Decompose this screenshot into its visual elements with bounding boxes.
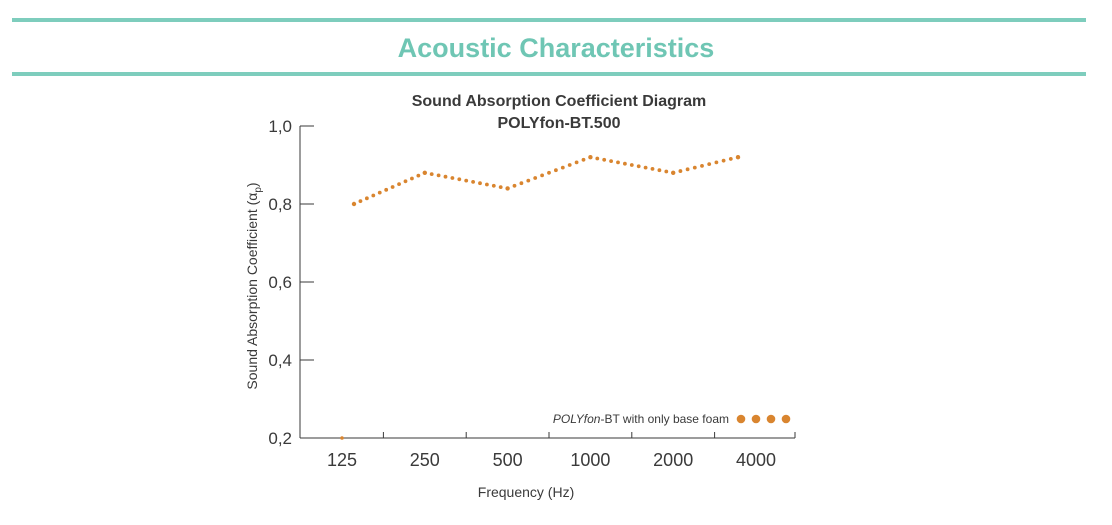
series-dot: [602, 157, 607, 162]
series-dot: [457, 177, 462, 182]
y-axis-label-close: ): [244, 182, 260, 187]
series-dot: [581, 157, 586, 162]
series-dot: [657, 168, 662, 173]
series-dot: [397, 182, 401, 187]
data-point: [588, 155, 593, 160]
series-dot: [643, 165, 648, 170]
legend-dot: [751, 414, 761, 424]
section-title: Acoustic Characteristics: [397, 33, 715, 63]
series-dot: [567, 163, 572, 167]
x-tick-label: 125: [327, 450, 357, 470]
series-dots: [351, 155, 741, 207]
series-dot: [574, 160, 579, 165]
legend-dot: [736, 414, 746, 424]
series-dot: [364, 196, 369, 201]
series-dot: [436, 173, 441, 178]
series-dot: [664, 169, 669, 174]
x-axis-label: Frequency (Hz): [478, 484, 574, 500]
header-rule-top: [12, 18, 1086, 22]
series-dot: [410, 176, 414, 181]
legend: POLYfon-BT with only base foam: [553, 412, 791, 426]
legend-label-italic: POLYfon: [553, 412, 601, 426]
x-tick-label: 500: [493, 450, 523, 470]
y-tick-label: 0,8: [268, 195, 292, 214]
series-dot: [526, 178, 531, 183]
series-dot: [416, 173, 421, 178]
series-dot: [714, 160, 719, 165]
series-dot: [629, 163, 634, 167]
legend-label-rest: -BT with only base foam: [600, 412, 729, 426]
series-dot: [547, 170, 551, 175]
series-dot: [519, 181, 524, 186]
x-tick-label: 2000: [653, 450, 693, 470]
data-point: [505, 186, 510, 191]
series-dot: [636, 164, 641, 169]
y-tick-label: 1,0: [268, 117, 292, 136]
chart-title: Sound Absorption Coefficient Diagram: [412, 93, 707, 110]
data-point: [671, 170, 676, 175]
series-dot: [429, 172, 434, 177]
y-tick-label: 0,6: [268, 273, 292, 292]
series-dot: [623, 161, 627, 166]
x-axis-ticks: 125 250 500 1000 2000 4000: [327, 432, 796, 470]
series-dot: [692, 165, 697, 170]
data-point: [735, 155, 741, 160]
legend-dot: [781, 414, 791, 424]
axis-origin-marker: [340, 436, 344, 440]
y-axis-label-main: Sound Absorption Coefficient (α: [244, 193, 260, 390]
y-tick-label: 0,2: [268, 429, 292, 448]
series-dot: [471, 180, 475, 184]
series-dot: [678, 169, 683, 173]
x-tick-label: 4000: [736, 450, 776, 470]
series-dot: [478, 181, 482, 186]
series-dot: [609, 159, 613, 164]
series-dot: [700, 163, 704, 168]
series-dot: [371, 193, 376, 198]
y-axis-ticks: 0,2 0,4 0,6 0,8 1,0: [268, 117, 314, 448]
series-dot: [560, 165, 565, 170]
series-dot: [491, 183, 496, 188]
data-point: [422, 170, 427, 175]
series-dot: [728, 157, 733, 161]
chart-subtitle: POLYfon-BT.500: [498, 115, 621, 132]
series-dot: [485, 182, 489, 187]
header-rule-bottom: [12, 72, 1086, 76]
series-dot: [384, 187, 389, 192]
series-dot: [443, 174, 448, 179]
series-dot: [358, 199, 363, 204]
series-dot: [616, 160, 620, 165]
x-tick-label: 1000: [570, 450, 610, 470]
data-point: [351, 201, 357, 207]
series-dot: [721, 158, 726, 163]
series-dot: [650, 167, 655, 171]
series-dot: [685, 167, 690, 172]
y-tick-label: 0,4: [268, 351, 292, 370]
series-dot: [595, 156, 600, 161]
y-axis-label: Sound Absorption Coefficient (αp): [244, 182, 264, 389]
legend-marker: [736, 414, 791, 424]
legend-dot: [766, 414, 776, 424]
series-dot: [403, 179, 408, 184]
series-dot: [512, 183, 517, 188]
x-tick-label: 250: [410, 450, 440, 470]
series-dot: [464, 178, 469, 183]
legend-label: POLYfon-BT with only base foam: [553, 412, 729, 426]
series-dot: [498, 185, 503, 190]
series-dot: [533, 176, 538, 180]
series-dot: [707, 162, 712, 167]
series-dot: [390, 185, 395, 189]
series-dot: [377, 190, 382, 195]
series-dot: [540, 173, 544, 178]
series-dot: [450, 176, 455, 180]
series-dot: [554, 168, 558, 173]
y-axis-label-subscript: p: [253, 187, 264, 193]
